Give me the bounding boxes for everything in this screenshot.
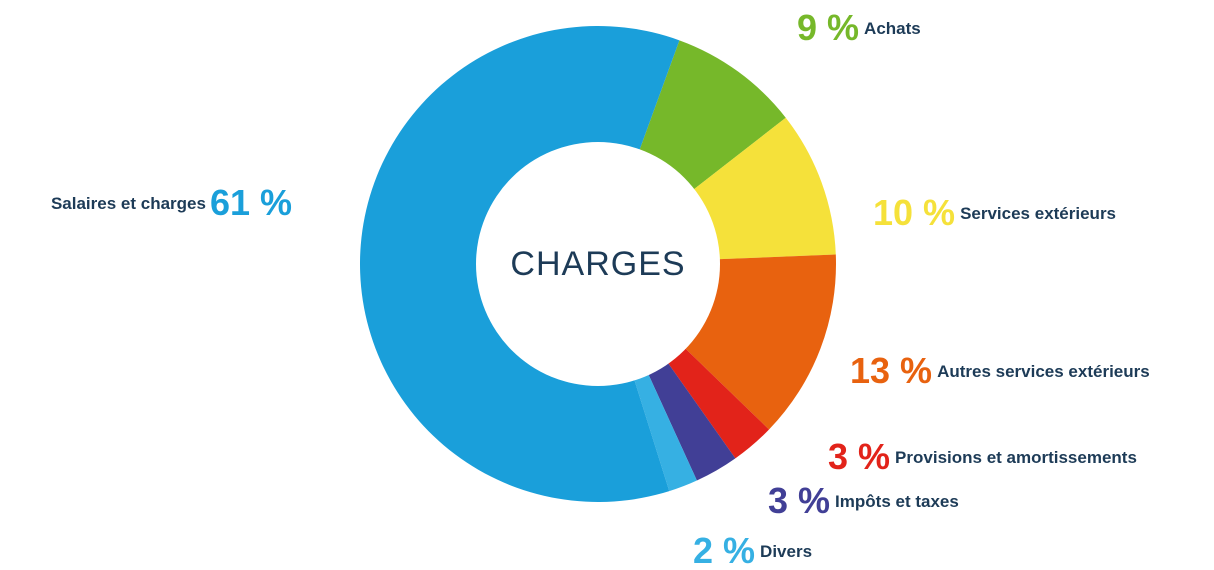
- category-label: Salaires et charges: [51, 194, 206, 213]
- chart-title: CHARGES: [510, 245, 685, 283]
- category-label: Divers: [760, 542, 812, 561]
- slice-label: 3 % Provisions et amortissements: [828, 436, 1137, 477]
- value-label: 10 %: [873, 192, 955, 233]
- donut-segment: [676, 117, 836, 261]
- value-label: 3 %: [768, 480, 830, 521]
- slice-label: 3 % Impôts et taxes: [768, 480, 959, 521]
- slice-label: 10 % Services extérieurs: [873, 192, 1116, 233]
- category-label: Achats: [864, 19, 921, 38]
- category-label: Provisions et amortissements: [895, 448, 1137, 467]
- category-label: Services extérieurs: [960, 204, 1116, 223]
- donut-segment: [655, 333, 770, 459]
- category-label: Autres services extérieurs: [937, 362, 1150, 381]
- donut-segment: [632, 40, 786, 203]
- category-label: Impôts et taxes: [835, 492, 959, 511]
- value-label: 2 %: [693, 530, 755, 570]
- value-label: 13 %: [850, 350, 932, 391]
- donut-segment: [627, 354, 697, 492]
- value-label: 3 %: [828, 436, 890, 477]
- donut-hole: [476, 142, 720, 386]
- value-label: 9 %: [797, 7, 859, 48]
- slice-label: 2 % Divers: [693, 530, 812, 570]
- slice-label: Salaires et charges 61 %: [51, 182, 292, 223]
- donut-segment: [639, 345, 736, 481]
- value-label: 61 %: [210, 182, 292, 223]
- slice-label: 9 % Achats: [797, 7, 921, 48]
- slice-label: 13 % Autres services extérieurs: [850, 350, 1150, 391]
